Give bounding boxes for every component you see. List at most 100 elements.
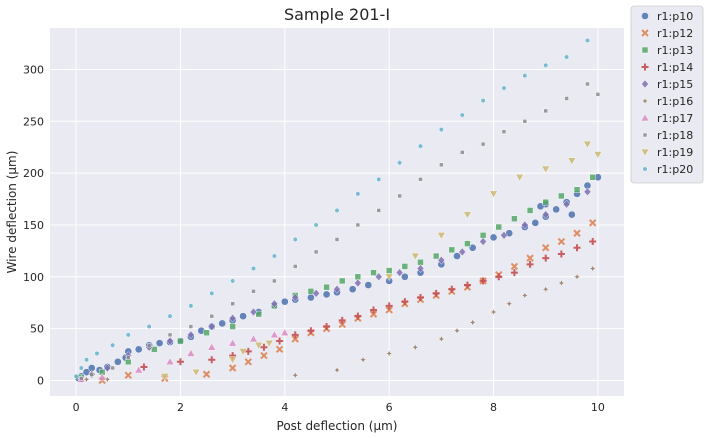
data-point: [510, 269, 518, 277]
data-point: [585, 37, 590, 44]
y-axis-label: Wire deflection (μm): [5, 151, 19, 274]
data-point: [489, 190, 498, 199]
data-point: [244, 358, 252, 366]
data-point: [522, 72, 528, 79]
data-point: [558, 192, 565, 200]
data-point: [191, 368, 201, 377]
data-point: [511, 215, 518, 222]
legend-item: r1:p10: [641, 10, 693, 23]
data-point: [588, 264, 597, 273]
data-point: [401, 298, 409, 306]
data-point: [543, 108, 548, 114]
data-point: [251, 289, 256, 294]
data-point: [275, 345, 284, 354]
data-point: [463, 211, 472, 220]
data-point: [94, 350, 100, 357]
data-point: [307, 293, 315, 302]
data-point: [332, 365, 342, 375]
legend-item: r1:p14: [641, 61, 693, 74]
legend-marker: [640, 113, 650, 122]
data-point: [218, 319, 227, 328]
data-point: [255, 310, 262, 318]
data-point: [541, 210, 550, 219]
data-point: [567, 157, 577, 166]
data-point: [280, 328, 290, 337]
data-point: [313, 249, 319, 255]
data-point: [78, 365, 84, 371]
data-point: [291, 335, 299, 343]
data-point: [209, 290, 215, 297]
data-point: [397, 193, 402, 199]
legend-marker: [641, 29, 649, 37]
data-point: [542, 198, 549, 206]
data-point: [385, 302, 393, 310]
legend-item: r1:p20: [642, 163, 693, 176]
data-point: [376, 208, 381, 213]
data-point: [270, 299, 279, 309]
data-point: [573, 244, 581, 252]
x-tick-label: 4: [281, 401, 288, 414]
data-point: [97, 372, 107, 381]
y-tick-label: 200: [23, 167, 44, 180]
legend-label: r1:p13: [657, 44, 693, 57]
data-point: [567, 210, 576, 219]
series-r1-p17: [76, 328, 290, 383]
data-point: [489, 307, 498, 317]
series-r1-p16: [82, 264, 597, 384]
legend-item: r1:p13: [641, 44, 693, 57]
data-point: [468, 318, 477, 327]
data-point: [395, 268, 404, 278]
series-r1-p20: [73, 37, 590, 380]
data-point: [536, 202, 545, 211]
data-point: [448, 246, 456, 254]
legend-marker: [641, 12, 649, 20]
data-point: [416, 264, 425, 273]
data-point: [333, 284, 341, 294]
data-point: [437, 334, 446, 344]
data-point: [292, 236, 298, 243]
data-point: [160, 373, 170, 381]
data-point: [312, 288, 320, 298]
data-point: [495, 273, 503, 281]
data-point: [166, 336, 174, 346]
data-point: [134, 345, 143, 354]
data-point: [583, 187, 592, 197]
data-point: [411, 343, 420, 352]
data-point: [595, 92, 601, 97]
legend-label: r1:p17: [657, 112, 693, 125]
x-tick-label: 0: [73, 401, 80, 414]
y-tick-label: 150: [23, 219, 44, 232]
data-point: [588, 219, 597, 227]
data-point: [82, 375, 91, 384]
data-point: [313, 222, 319, 228]
x-tick-label: 8: [490, 401, 497, 414]
data-point: [280, 297, 289, 306]
series-r1-p19: [160, 140, 603, 381]
legend-marker: [641, 79, 649, 89]
data-point: [495, 223, 503, 231]
data-point: [140, 363, 148, 371]
data-point: [526, 207, 534, 214]
data-point: [437, 255, 446, 265]
y-tick-label: 300: [23, 63, 44, 76]
data-point: [73, 373, 79, 380]
legend-marker: [640, 96, 650, 106]
data-point: [521, 220, 529, 230]
data-point: [543, 62, 549, 69]
data-point: [334, 237, 340, 242]
data-point: [500, 230, 508, 240]
data-point: [254, 341, 264, 350]
y-tick-label: 0: [37, 374, 44, 387]
legend-item: r1:p15: [641, 78, 693, 91]
data-point: [229, 323, 236, 330]
data-point: [385, 306, 393, 314]
data-point: [542, 254, 550, 262]
data-point: [585, 81, 590, 87]
data-point: [418, 143, 423, 149]
legend-marker: [641, 46, 649, 54]
data-point: [355, 222, 361, 228]
legend-item: r1:p17: [640, 112, 693, 125]
data-point: [186, 348, 196, 357]
data-point: [202, 370, 211, 378]
